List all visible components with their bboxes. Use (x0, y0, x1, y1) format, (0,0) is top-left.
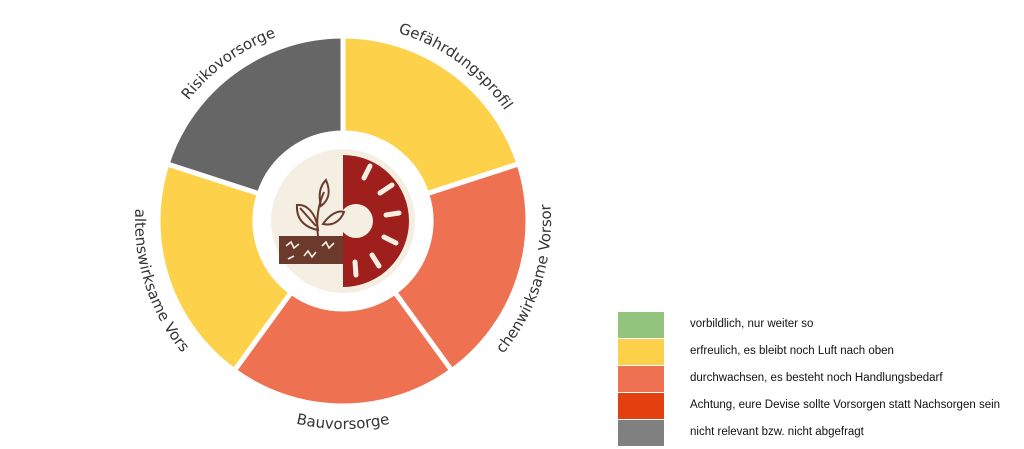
donut-segment (340, 33, 522, 197)
plant-and-sun-logo-icon (271, 149, 415, 293)
legend-swatch (618, 366, 664, 392)
legend-swatch (618, 312, 664, 338)
donut-segment (392, 161, 531, 374)
legend-swatch (618, 420, 664, 446)
legend-swatch (618, 393, 664, 419)
legend-item: erfreulich, es bleibt noch Luft nach obe… (618, 339, 1024, 365)
legend-label: erfreulich, es bleibt noch Luft nach obe… (690, 345, 894, 357)
legend-item: Achtung, eure Devise sollte Vorsorgen st… (618, 393, 1024, 419)
legend-label: nicht relevant bzw. nicht abgefragt (690, 426, 864, 438)
legend-item: nicht relevant bzw. nicht abgefragt (618, 420, 1024, 446)
legend-label: durchwachsen, es besteht noch Handlungsb… (690, 372, 943, 384)
legend-item: vorbildlich, nur weiter so (618, 312, 1024, 338)
donut-segments (155, 33, 531, 409)
legend-item: durchwachsen, es besteht noch Handlungsb… (618, 366, 1024, 392)
legend-label: vorbildlich, nur weiter so (690, 318, 814, 330)
legend-label: Achtung, eure Devise sollte Vorsorgen st… (690, 399, 1001, 411)
legend-swatch (618, 339, 664, 365)
donut-segment (164, 33, 346, 197)
donut-segment (231, 289, 455, 409)
donut-segment (155, 161, 294, 374)
segment-label: Bauvorsorge (295, 410, 391, 433)
